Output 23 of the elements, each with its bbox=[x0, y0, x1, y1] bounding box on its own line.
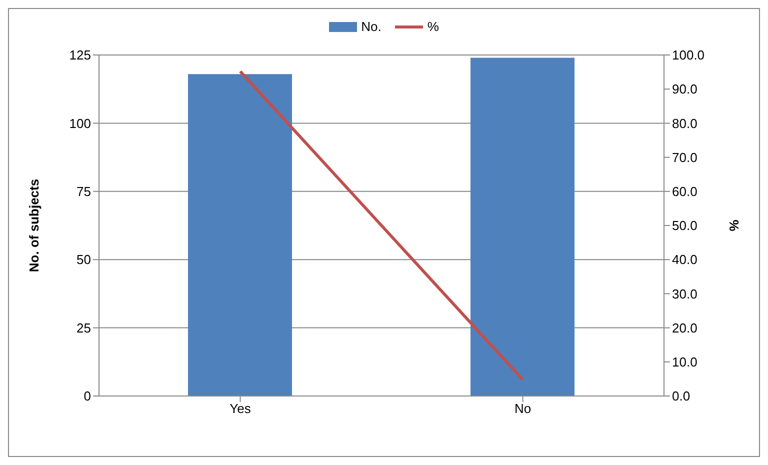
y2-tick-label: 40.0 bbox=[672, 252, 698, 268]
y2-tick-label: 100.0 bbox=[672, 48, 705, 63]
y2-tick-label: 60.0 bbox=[672, 184, 698, 200]
y2-axis-title: % bbox=[726, 219, 742, 232]
y-tick-label: 125 bbox=[69, 48, 91, 63]
y-tick-label: 25 bbox=[76, 320, 91, 336]
y2-tick-label: 10.0 bbox=[672, 354, 698, 370]
y2-tick-label: 0.0 bbox=[672, 388, 690, 404]
y2-tick-label: 80.0 bbox=[672, 116, 698, 131]
y-tick-label: 0 bbox=[84, 388, 91, 404]
y2-tick-label: 90.0 bbox=[672, 82, 698, 97]
y2-tick-label: 70.0 bbox=[672, 150, 698, 165]
y-axis-title: No. of subjects bbox=[26, 178, 42, 272]
y-tick-label: 100 bbox=[69, 116, 91, 131]
legend-label: % bbox=[426, 19, 439, 34]
y2-tick-label: 50.0 bbox=[672, 218, 698, 234]
x-tick-label: No bbox=[514, 401, 532, 416]
y-tick-label: 75 bbox=[76, 184, 91, 200]
legend-label: No. bbox=[360, 19, 382, 34]
x-tick-label: Yes bbox=[230, 401, 252, 416]
y2-tick-label: 20.0 bbox=[672, 320, 698, 336]
y-tick-label: 50 bbox=[76, 252, 91, 268]
y2-tick-label: 30.0 bbox=[672, 286, 698, 302]
